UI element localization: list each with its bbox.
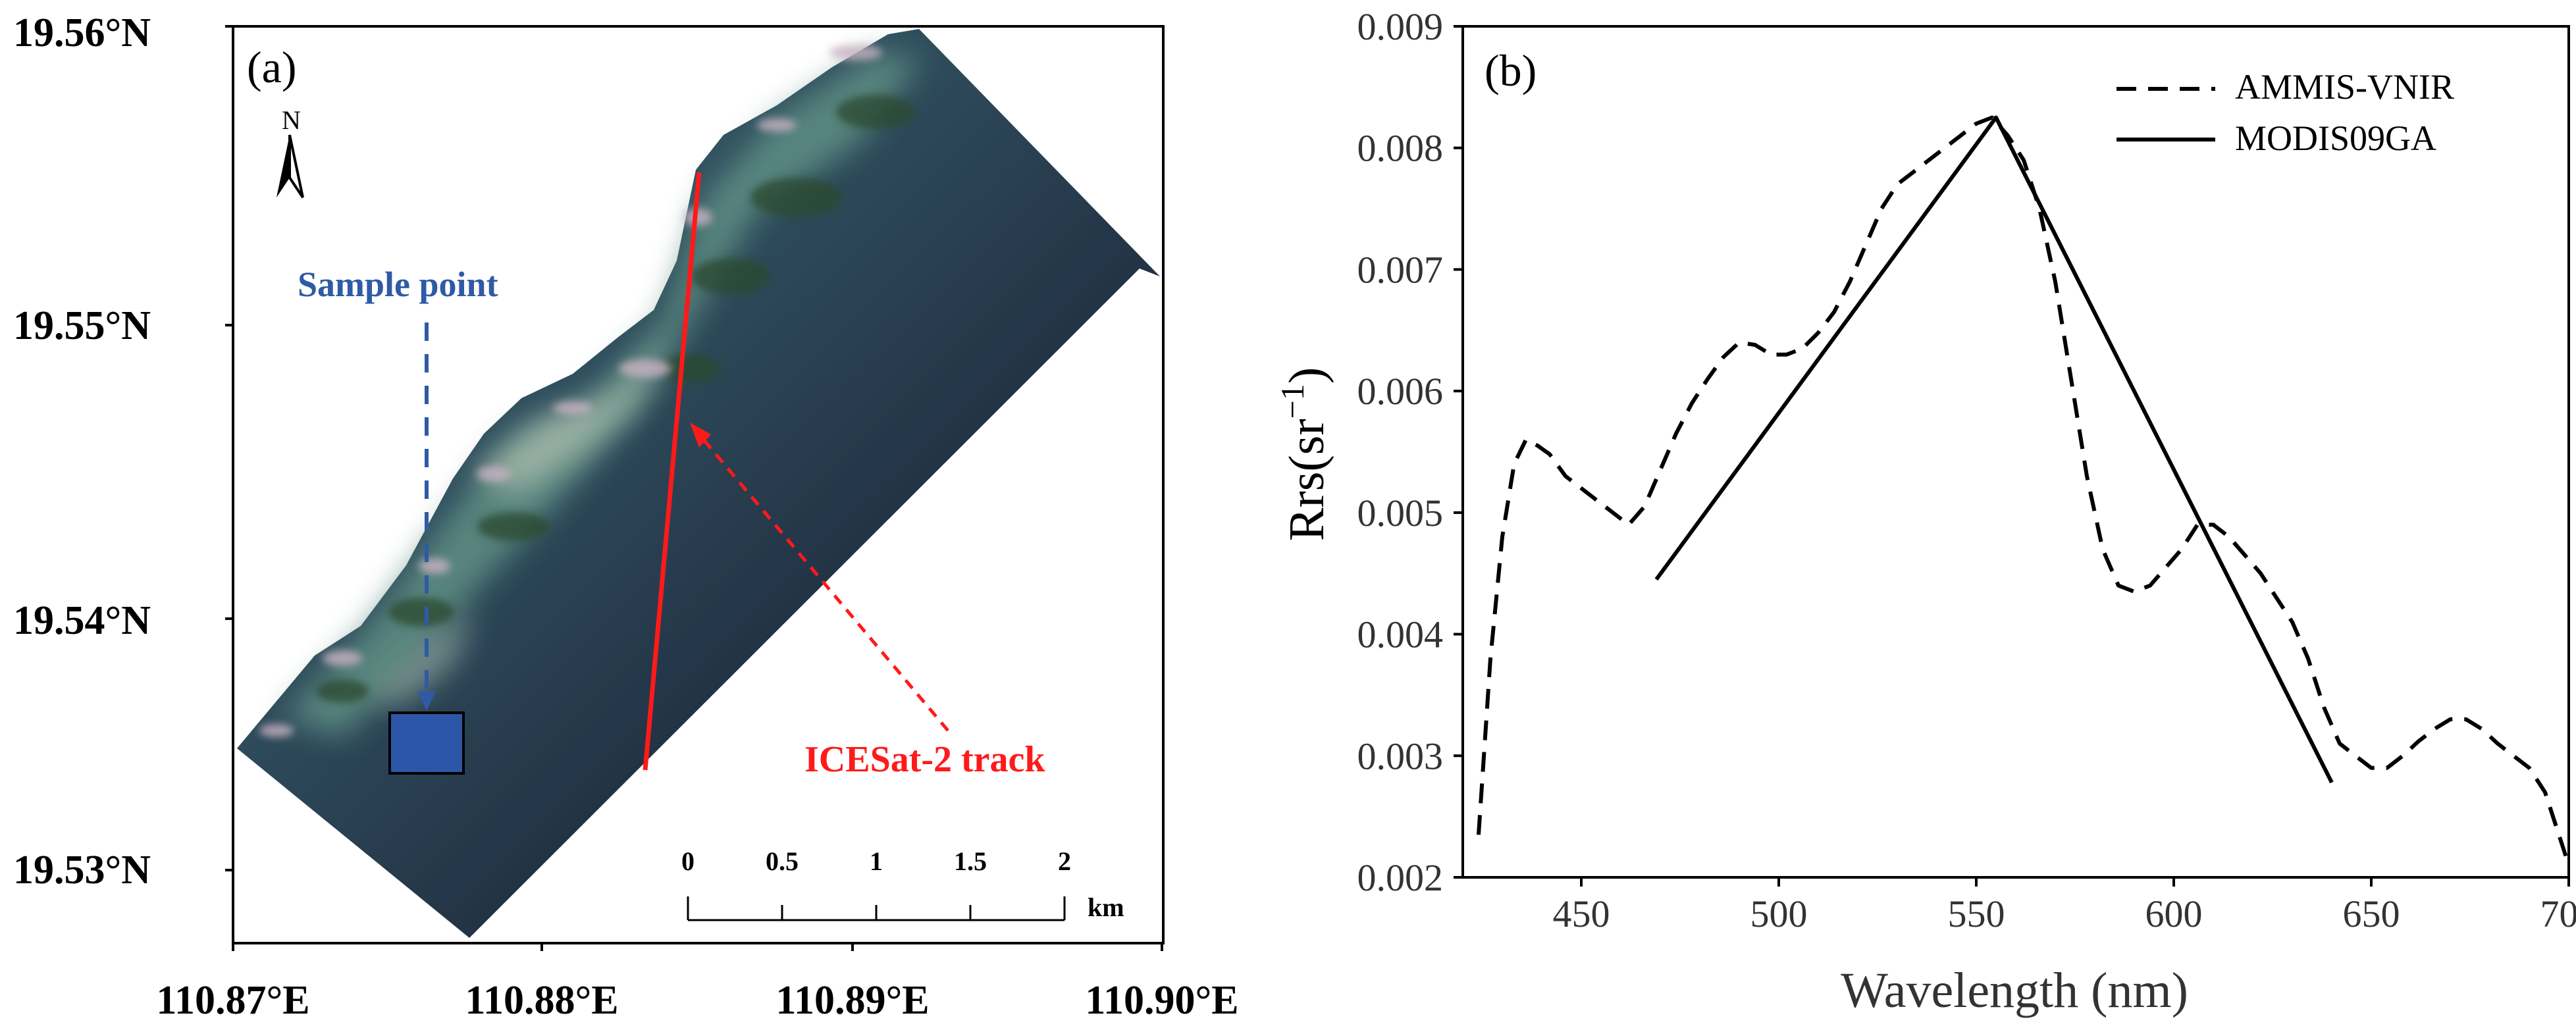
scale-tick-0.5: 0.5 — [766, 846, 799, 876]
sand-band-2 — [369, 612, 474, 704]
y-tick-label: 0.008 — [1357, 127, 1444, 170]
lat-tick-19.53: 19.53°N — [13, 848, 151, 892]
lon-tick-110.89: 110.89°E — [775, 978, 929, 1023]
y-axis: 0.002 0.003 0.004 0.005 0.006 0.007 0.008 0.009 — [1357, 5, 1463, 899]
series-line-ammis-vnir — [1477, 115, 2571, 866]
y-tick-label: 0.002 — [1357, 856, 1444, 899]
plot-frame — [1461, 25, 2570, 879]
icesat-track — [643, 172, 702, 771]
lon-tick-110.87: 110.87°E — [156, 978, 309, 1023]
shoreline-highlights — [259, 45, 882, 737]
x-tick-label: 600 — [2145, 892, 2203, 935]
x-axis: 450 500 550 600 650 700 — [1553, 877, 2576, 935]
y-tick-label: 0.006 — [1357, 370, 1444, 413]
legend-label-modis: MODIS09GA — [2235, 118, 2436, 158]
x-tick-label: 500 — [1750, 892, 1808, 935]
lat-tick-19.54: 19.54°N — [13, 598, 151, 643]
series-layer — [1477, 115, 2571, 866]
legend: AMMIS-VNIR MODIS09GA — [2116, 67, 2454, 158]
reef-patches — [316, 95, 915, 703]
x-tick-label: 450 — [1553, 892, 1610, 935]
series-line-modis09ga — [1654, 115, 2334, 784]
scale-tick-1: 1 — [870, 846, 883, 876]
x-tick-label: 550 — [1948, 892, 2005, 935]
icesat-label: ICESat-2 track — [804, 739, 1045, 780]
lat-tick-19.56: 19.56°N — [13, 11, 151, 55]
sand-band — [474, 342, 665, 494]
x-tick-label: 650 — [2343, 892, 2400, 935]
sample-arrow-head — [417, 691, 436, 711]
sample-point-label: Sample point — [298, 265, 498, 304]
scale-tick-1.5: 1.5 — [954, 846, 987, 876]
scale-tick-0: 0 — [681, 846, 695, 876]
y-tick-label: 0.007 — [1357, 248, 1444, 291]
scale-tick-2: 2 — [1058, 846, 1071, 876]
north-arrow-icon: N — [276, 105, 304, 199]
y-tick-label: 0.003 — [1357, 735, 1444, 777]
scale-bar: 0 0.5 1 1.5 2 km — [681, 846, 1124, 922]
y-tick-label: 0.004 — [1357, 613, 1444, 656]
y-axis-label: Rrs(sr−1) — [1274, 367, 1334, 541]
panel-b-label: (b) — [1485, 45, 1537, 95]
y-tick-label: 0.009 — [1357, 5, 1444, 48]
y-tick-label: 0.005 — [1357, 492, 1444, 534]
lat-tick-19.55: 19.55°N — [13, 303, 151, 348]
icesat-arrow-head — [690, 423, 711, 448]
satellite-image — [237, 29, 1160, 938]
panel-a-label: (a) — [247, 42, 296, 92]
x-axis-label: Wavelength (nm) — [1841, 963, 2188, 1018]
scale-unit: km — [1088, 892, 1124, 922]
x-tick-label: 700 — [2540, 892, 2576, 935]
lon-tick-110.90: 110.90°E — [1085, 978, 1238, 1023]
map-axis-ticks — [225, 25, 1163, 951]
north-label: N — [282, 105, 301, 135]
legend-label-ammis: AMMIS-VNIR — [2235, 67, 2454, 107]
panel-a: (a) N Sample point ICESat-2 track 0 0.5 … — [13, 11, 1239, 1023]
panel-b: (b) 0.0020.0030.0040.0050.0060.0070.0080… — [1274, 5, 2576, 1018]
lon-tick-110.88: 110.88°E — [465, 978, 618, 1023]
icesat-arrow — [698, 433, 949, 732]
sample-point-square — [388, 711, 465, 775]
